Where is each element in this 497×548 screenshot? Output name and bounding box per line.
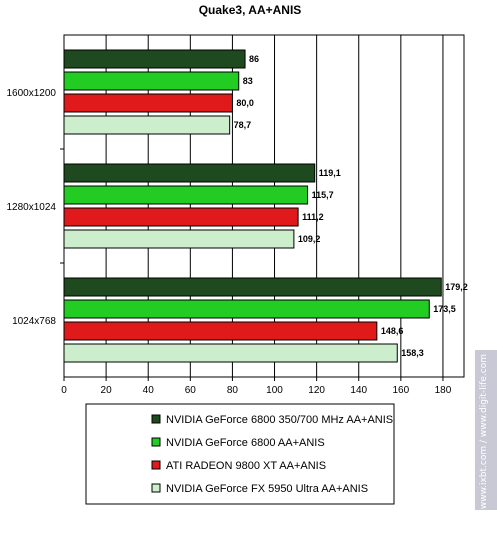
x-tick-label: 0 — [61, 385, 67, 396]
data-label: 83 — [243, 76, 253, 86]
bar — [63, 163, 316, 183]
plot-area — [63, 34, 465, 378]
data-label: 111,2 — [302, 212, 324, 222]
legend-label: NVIDIA GeForce FX 5950 Ultra AA+ANIS — [166, 483, 368, 495]
legend-box — [85, 403, 395, 505]
data-label: 148,6 — [381, 326, 404, 336]
legend-label: NVIDIA GeForce 6800 AA+ANIS — [166, 437, 325, 449]
x-tick-label: 80 — [227, 385, 239, 396]
bar — [63, 115, 231, 135]
x-tick-label: 160 — [392, 385, 409, 396]
bar — [63, 49, 246, 69]
data-label: 119,1 — [319, 168, 341, 178]
watermark: © 2004 www.ixbt.com / www.digit-life.com — [475, 350, 497, 548]
x-tick-label: 140 — [350, 385, 367, 396]
bar — [63, 277, 442, 297]
data-label: 173,5 — [433, 304, 456, 314]
data-label: 179,2 — [445, 282, 468, 292]
x-tick-label: 100 — [266, 385, 283, 396]
chart-title: Quake3, AA+ANIS — [199, 3, 302, 17]
bar-chart: Quake3, AA+ANIS 86 83 80,0 78,7 119,1 115,7 11… — [7, 3, 468, 505]
bar — [63, 343, 398, 363]
data-label: 86 — [249, 54, 259, 64]
category-label: 1024x768 — [12, 316, 56, 327]
x-tick-label: 40 — [143, 385, 155, 396]
bar — [63, 321, 378, 341]
data-label: 78,7 — [234, 120, 252, 130]
legend-label: NVIDIA GeForce 6800 350/700 MHz AA+ANIS — [166, 414, 393, 426]
x-tick-label: 180 — [435, 385, 452, 396]
bar — [63, 93, 233, 113]
legend-label: ATI RADEON 9800 XT AA+ANIS — [166, 460, 326, 472]
legend-swatch — [151, 414, 161, 424]
x-tick-label: 120 — [308, 385, 325, 396]
data-label: 115,7 — [312, 190, 334, 200]
bar — [63, 299, 430, 319]
category-label: 1600x1200 — [7, 88, 57, 99]
x-tick-label: 20 — [101, 385, 113, 396]
bar — [63, 229, 295, 249]
data-label: 109,2 — [298, 234, 321, 244]
watermark-text: © 2004 www.ixbt.com / www.digit-life.com — [479, 354, 489, 548]
legend-swatch — [151, 437, 161, 447]
data-label: 158,3 — [401, 348, 424, 358]
data-label: 80,0 — [236, 98, 254, 108]
bar — [63, 207, 299, 227]
legend-swatch — [151, 460, 161, 470]
legend-swatch — [151, 483, 161, 493]
bar — [63, 185, 309, 205]
bar — [63, 71, 240, 91]
x-tick-label: 60 — [185, 385, 197, 396]
category-label: 1280x1024 — [7, 202, 57, 213]
